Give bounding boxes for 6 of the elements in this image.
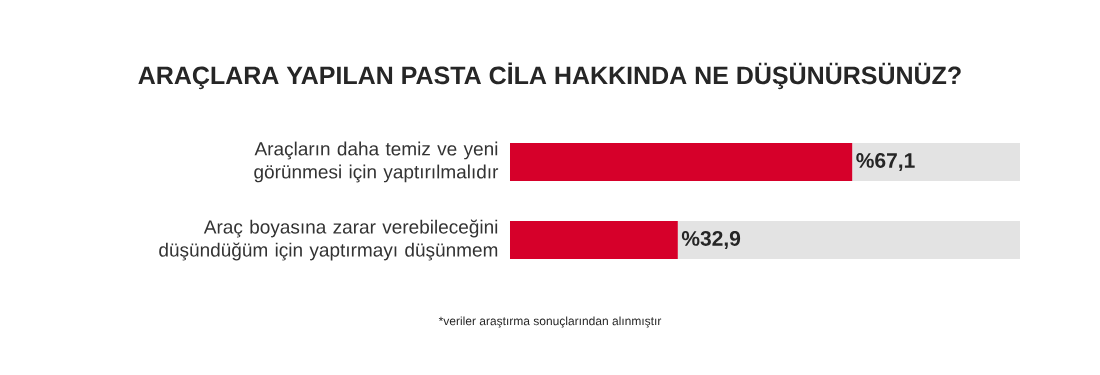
data-label: %67,1 [856,153,915,171]
text: *veriler araştırma sonuçlarından alınmıştır [438,316,662,328]
chart-title: ARAÇLARA YAPILAN PASTA CİLA HAKKINDA NE DÜŞÜNÜRSÜNÜZ? [138,62,961,90]
y-tick-label: Araçların daha temiz ve yeni görünmesi için yaptırılmalıdır [254,141,499,183]
y-tick-label: Araç boyasına zarar verebileceğini düşündüğüm için yaptırmayı düşünmem [159,219,498,261]
data-label: %32,9 [681,231,741,249]
